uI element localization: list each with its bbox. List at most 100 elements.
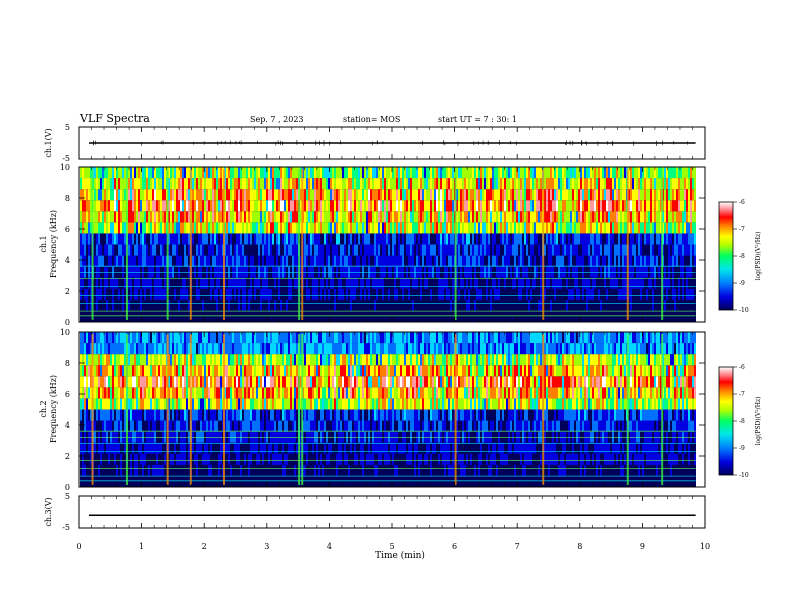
spectrogram-cell xyxy=(294,288,296,300)
spectrogram-cell xyxy=(114,277,116,289)
spectrogram-cell xyxy=(110,255,112,267)
spectrogram-cell xyxy=(430,299,432,311)
spectrogram-cell xyxy=(116,211,118,223)
spectrogram-cell xyxy=(138,354,140,366)
spectrogram-cell xyxy=(156,222,158,234)
spectrogram-cell xyxy=(410,211,412,223)
spectrogram-cell xyxy=(224,189,226,201)
spectrogram-cell xyxy=(80,365,82,377)
spectrogram-cell xyxy=(154,354,156,366)
spectrogram-cell xyxy=(176,244,178,256)
spectrogram-cell xyxy=(394,200,396,212)
spectrogram-cell xyxy=(342,189,344,201)
spectrogram-cell xyxy=(592,233,594,245)
spectrogram-cell xyxy=(464,288,466,300)
spectrogram-cell xyxy=(322,167,324,179)
spectrogram-cell xyxy=(432,167,434,179)
spectrogram-cell xyxy=(516,222,518,234)
spectrogram-cell xyxy=(378,222,380,234)
spectrogram-cell xyxy=(128,376,130,388)
spectrogram-cell xyxy=(600,167,602,179)
spectrogram-cell xyxy=(386,255,388,267)
spectrogram-cell xyxy=(94,233,96,245)
spectrogram-cell xyxy=(144,464,146,476)
spectrogram-cell xyxy=(602,244,604,256)
spectrogram-cell xyxy=(446,299,448,311)
spectrogram-cell xyxy=(110,398,112,410)
spectrogram-cell xyxy=(582,211,584,223)
spectrogram-cell xyxy=(164,255,166,267)
spectrogram-cell xyxy=(106,255,108,267)
spectrogram-cell xyxy=(438,189,440,201)
spectrogram-cell xyxy=(132,310,134,322)
spectrogram-cell xyxy=(254,178,256,190)
spectrogram-cell xyxy=(482,189,484,201)
spectrogram-cell xyxy=(148,255,150,267)
spectrogram-cell xyxy=(356,189,358,201)
spectrogram-cell xyxy=(456,211,458,223)
spectrogram-cell xyxy=(510,277,512,289)
spectrogram-cell xyxy=(234,244,236,256)
spectrogram-cell xyxy=(638,233,640,245)
spectrogram-cell xyxy=(376,288,378,300)
spectrogram-cell xyxy=(112,453,114,465)
spectrogram-cell xyxy=(168,299,170,311)
spectrogram-cell xyxy=(666,233,668,245)
spectrogram-cell xyxy=(132,343,134,355)
spectrogram-cell xyxy=(164,189,166,201)
spectrogram-cell xyxy=(422,244,424,256)
spectrogram-cell xyxy=(670,189,672,201)
spectrogram-cell xyxy=(202,189,204,201)
spectrogram-cell xyxy=(142,233,144,245)
spectrogram-cell xyxy=(620,178,622,190)
spectrogram-cell xyxy=(410,244,412,256)
spectrogram-cell xyxy=(490,189,492,201)
spectrogram-cell xyxy=(466,255,468,267)
spectrogram-cell xyxy=(312,244,314,256)
spectrogram-cell xyxy=(524,255,526,267)
spectrogram-cell xyxy=(220,222,222,234)
spectrogram-cell xyxy=(356,178,358,190)
spectrogram-cell xyxy=(152,343,154,355)
spectrogram-cell xyxy=(434,189,436,201)
spectrogram-cell xyxy=(586,167,588,179)
spectrogram-burst xyxy=(222,169,225,320)
spectrogram-cell xyxy=(128,387,130,399)
spectrogram-cell xyxy=(462,189,464,201)
spectrogram-cell xyxy=(636,244,638,256)
spectrogram-cell xyxy=(604,167,606,179)
spectrogram-cell xyxy=(592,189,594,201)
spectrogram-cell xyxy=(200,233,202,245)
spectrogram-cell xyxy=(442,255,444,267)
spectrogram-cell xyxy=(354,288,356,300)
spectrogram-cell xyxy=(186,167,188,179)
spectrogram-cell xyxy=(304,288,306,300)
spectrogram-cell xyxy=(690,178,692,190)
spectrogram-cell xyxy=(582,310,584,322)
spectrogram-cell xyxy=(488,222,490,234)
spectrogram-cell xyxy=(550,178,552,190)
spectrogram-cell xyxy=(130,420,132,432)
spectrogram-cell xyxy=(692,299,694,311)
spectrogram-cell xyxy=(194,233,196,245)
spectrogram-cell xyxy=(666,211,668,223)
spectrogram-cell xyxy=(108,332,110,344)
spectrogram-cell xyxy=(232,211,234,223)
spectrogram-cell xyxy=(356,233,358,245)
spectrogram-cell xyxy=(354,178,356,190)
spectrogram-cell xyxy=(492,288,494,300)
spectrogram-cell xyxy=(326,211,328,223)
spectrogram-cell xyxy=(522,299,524,311)
spectrogram-cell xyxy=(492,255,494,267)
spectrogram-cell xyxy=(206,222,208,234)
spectrogram-cell xyxy=(258,255,260,267)
spectrogram-cell xyxy=(676,277,678,289)
spectrogram-cell xyxy=(308,167,310,179)
spectrogram-cell xyxy=(324,211,326,223)
spectrogram-cell xyxy=(244,178,246,190)
spectrogram-cell xyxy=(570,233,572,245)
spectrogram-cell xyxy=(398,255,400,267)
spectrogram-cell xyxy=(514,222,516,234)
spectrogram-cell xyxy=(408,277,410,289)
spectrogram-cell xyxy=(494,211,496,223)
